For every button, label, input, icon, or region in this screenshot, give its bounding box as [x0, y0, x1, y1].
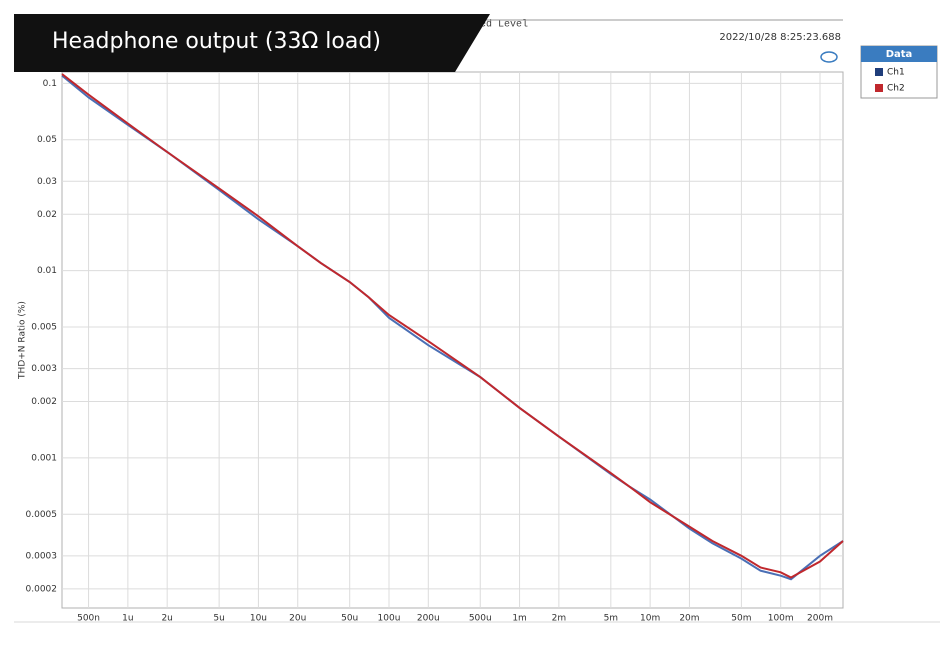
y-tick-label: 0.01: [37, 266, 57, 276]
x-tick-label: 1m: [512, 614, 527, 624]
x-tick-label: 10m: [640, 614, 660, 624]
x-tick-label: 1u: [122, 614, 133, 624]
x-tick-label: 10u: [250, 614, 267, 624]
x-tick-label: 100u: [378, 614, 401, 624]
x-tick-label: 5m: [604, 614, 619, 624]
y-tick-label: 0.03: [37, 177, 57, 187]
y-tick-label: 0.0005: [26, 510, 58, 520]
y-tick-label: 0.02: [37, 210, 57, 220]
x-tick-label: 200m: [807, 614, 833, 624]
timestamp: 2022/10/28 8:25:23.688: [719, 32, 841, 43]
y-tick-label: 0.0003: [26, 551, 58, 561]
plot-area: [61, 71, 844, 609]
chart-title: ed Level: [480, 19, 528, 31]
x-tick-label: 2m: [552, 614, 567, 624]
legend-title: Data: [886, 49, 913, 60]
legend-swatch: [875, 84, 883, 92]
x-tick-label: 50m: [731, 614, 751, 624]
banner-text: Headphone output (33Ω load): [52, 29, 381, 54]
x-tick-label: 500u: [469, 614, 492, 624]
x-tick-label: 20m: [679, 614, 699, 624]
legend-swatch: [875, 68, 883, 76]
legend-label: Ch2: [887, 84, 905, 94]
y-tick-label: 0.0002: [26, 584, 58, 594]
x-tick-label: 500n: [77, 614, 100, 624]
legend-entries: Ch1 Ch2: [875, 68, 905, 94]
x-tick-label: 200u: [417, 614, 440, 624]
legend-header: [861, 46, 937, 62]
series-lines: [61, 73, 844, 581]
y-tick-label: 0.05: [37, 135, 57, 145]
x-tick-label: 100m: [768, 614, 794, 624]
x-tick-label: 20u: [289, 614, 306, 624]
series-line: [61, 73, 844, 579]
y-axis-label: THD+N Ratio (%): [18, 301, 28, 380]
y-tick-label: 0.002: [31, 397, 57, 407]
y-tick-label: 0.005: [31, 323, 57, 333]
y-tick-label: 0.1: [43, 79, 57, 89]
x-tick-label: 2u: [161, 614, 172, 624]
logo: [820, 51, 838, 63]
y-tick-label: 0.003: [31, 364, 57, 374]
y-tick-label: 0.001: [31, 453, 57, 463]
banner: [14, 14, 490, 72]
grid: [62, 72, 843, 608]
x-tick-label: 50u: [341, 614, 358, 624]
x-tick-label: 5u: [213, 614, 224, 624]
legend-label: Ch1: [887, 68, 905, 78]
